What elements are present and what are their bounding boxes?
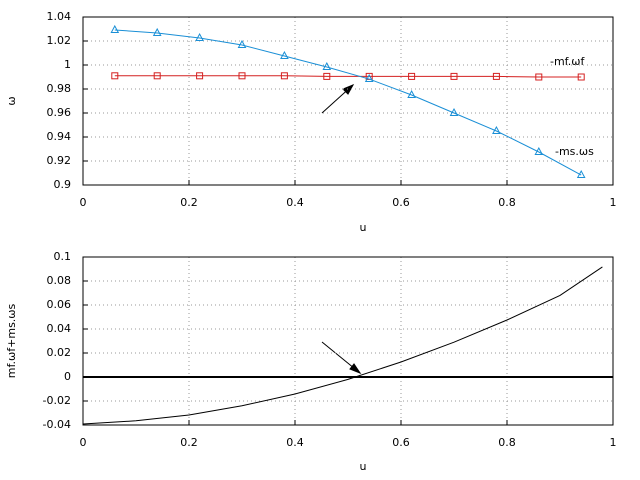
x-axis-label: u bbox=[360, 221, 367, 234]
marker bbox=[111, 72, 119, 80]
marker bbox=[576, 169, 586, 179]
x-tick-label: 0.2 bbox=[180, 196, 198, 209]
marker bbox=[152, 27, 162, 36]
x-tick-label: 0.4 bbox=[286, 196, 304, 209]
marker bbox=[237, 39, 247, 48]
legend-label: -mf.ωf bbox=[550, 55, 585, 68]
y-tick-label: 0.94 bbox=[47, 130, 72, 143]
marker bbox=[238, 72, 246, 80]
x-tick-label: 0.8 bbox=[498, 196, 516, 209]
x-tick-label: 0.6 bbox=[392, 436, 410, 449]
y-tick-label: -0.04 bbox=[43, 418, 71, 431]
annotation-arrow bbox=[321, 84, 362, 375]
y-tick-label: 0.96 bbox=[47, 106, 72, 119]
x-tick-label: 0.2 bbox=[180, 436, 198, 449]
marker bbox=[408, 72, 416, 80]
y-axis-label: ω bbox=[5, 96, 18, 105]
y-tick-label: 1.02 bbox=[47, 34, 72, 47]
y-tick-label: 0.04 bbox=[47, 322, 72, 335]
x-tick-label: 0.4 bbox=[286, 436, 304, 449]
x-tick-label: 1 bbox=[610, 196, 617, 209]
marker bbox=[110, 24, 120, 33]
marker bbox=[492, 125, 501, 134]
marker bbox=[450, 72, 458, 80]
y-tick-label: 0.02 bbox=[47, 346, 72, 359]
x-tick-label: 1 bbox=[610, 436, 617, 449]
y-tick-label: 0.92 bbox=[47, 154, 72, 167]
marker bbox=[492, 72, 500, 80]
marker bbox=[449, 107, 459, 116]
x-tick-label: 0 bbox=[80, 436, 87, 449]
y-axis-label: mf.ωf+ms.ωs bbox=[5, 304, 18, 379]
y-tick-label: 0 bbox=[64, 370, 71, 383]
x-tick-label: 0.8 bbox=[498, 436, 516, 449]
x-axis-label: u bbox=[360, 460, 367, 473]
data-line bbox=[114, 29, 582, 176]
marker bbox=[323, 72, 331, 80]
marker bbox=[535, 73, 543, 81]
plot-frame bbox=[82, 16, 614, 186]
y-tick-label: 0.08 bbox=[47, 274, 72, 287]
x-tick-label: 0.6 bbox=[392, 196, 410, 209]
marker bbox=[322, 61, 332, 71]
data-line bbox=[114, 75, 582, 78]
marker bbox=[280, 72, 288, 80]
marker bbox=[280, 50, 289, 59]
y-tick-label: 1.04 bbox=[47, 10, 72, 23]
marker bbox=[407, 89, 416, 98]
marker bbox=[196, 72, 204, 80]
y-tick-label: -0.02 bbox=[43, 394, 71, 407]
marker bbox=[364, 73, 374, 83]
y-tick-label: 0.06 bbox=[47, 298, 72, 311]
marker bbox=[577, 73, 585, 81]
data-line bbox=[82, 266, 603, 425]
y-tick-label: 0.9 bbox=[54, 178, 72, 191]
y-tick-label: 1 bbox=[64, 58, 71, 71]
legend-label: -ms.ωs bbox=[555, 145, 594, 158]
marker bbox=[153, 72, 161, 80]
y-tick-label: 0.1 bbox=[54, 250, 72, 263]
plot-frame bbox=[82, 256, 614, 426]
marker bbox=[534, 146, 544, 155]
y-tick-label: 0.98 bbox=[47, 82, 72, 95]
x-tick-label: 0 bbox=[80, 196, 87, 209]
marker bbox=[195, 32, 204, 41]
